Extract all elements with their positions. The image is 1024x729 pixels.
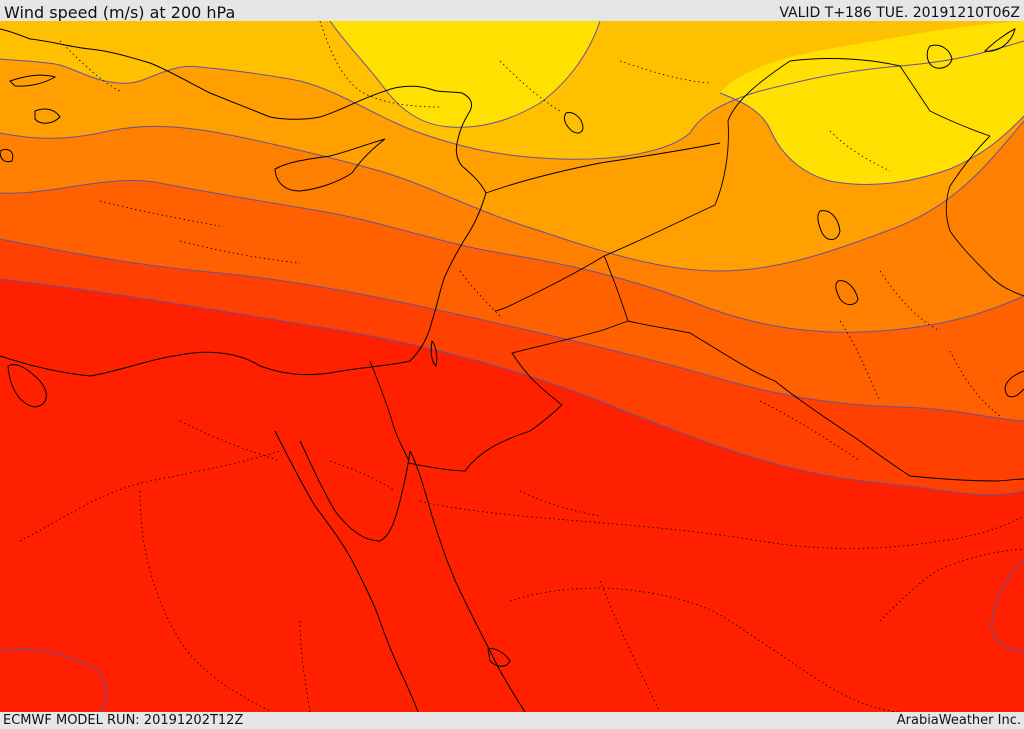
isotach-contours [0,21,1024,712]
valid-time-label: VALID T+186 TUE. 20191210T06Z [779,5,1020,21]
coastlines [0,28,1024,712]
wind-band-1-northeast [720,21,1024,185]
model-run-label: ECMWF MODEL RUN: 20191202T12Z [3,713,244,728]
title-bar: Wind speed (m/s) at 200 hPa VALID T+186 … [0,0,1024,22]
wind-band-1-north [330,21,600,128]
credit-label: ArabiaWeather Inc. [896,713,1021,728]
footer-bar: ECMWF MODEL RUN: 20191202T12Z ArabiaWeat… [0,712,1024,729]
province-boundaries [19,21,1024,712]
wind-speed-map [0,21,1024,712]
map-area [0,21,1024,712]
map-title: Wind speed (m/s) at 200 hPa [4,3,236,22]
country-borders [369,58,1024,482]
